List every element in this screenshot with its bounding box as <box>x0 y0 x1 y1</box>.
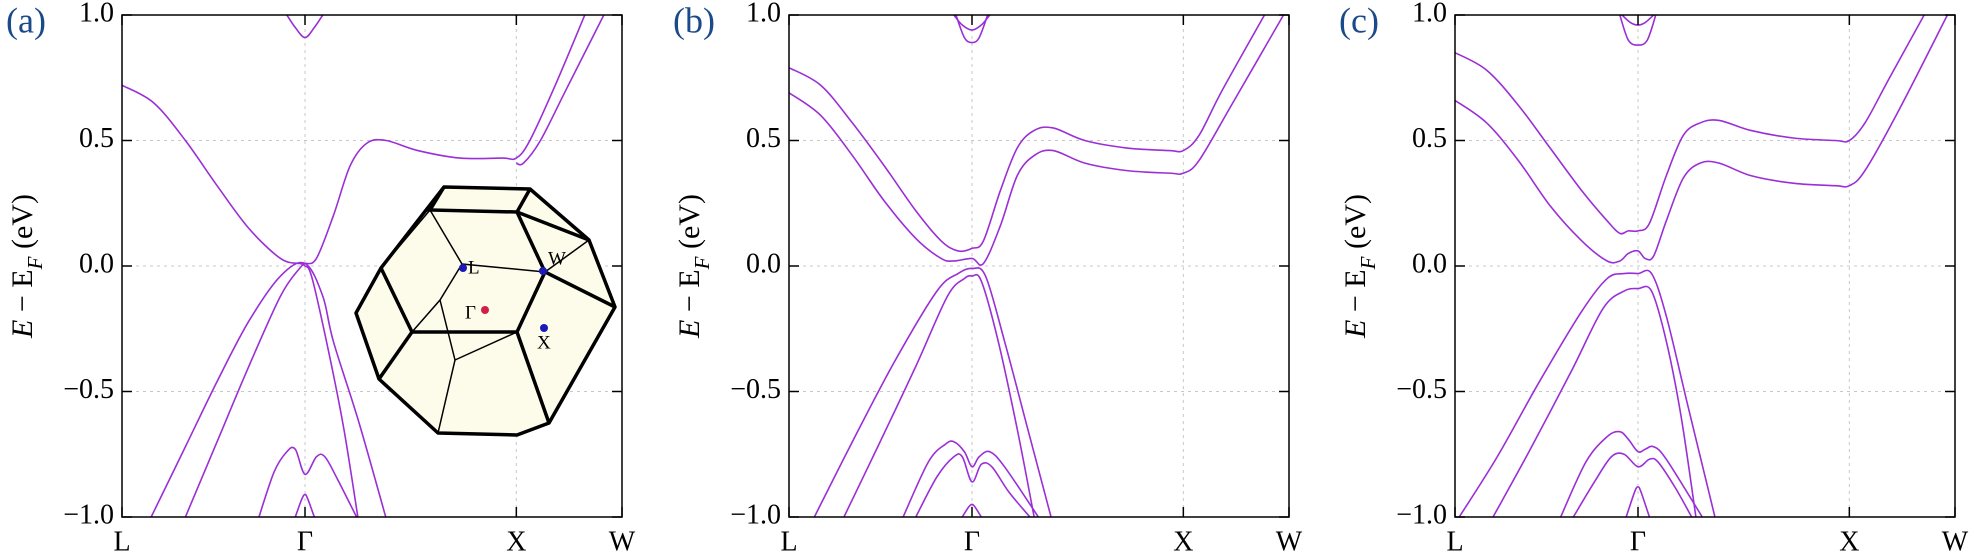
y-axis-label-part: E <box>1339 320 1372 339</box>
x-tick-label: W <box>1942 526 1969 557</box>
y-axis-label: E − EF (eV) <box>1339 194 1380 339</box>
band-line <box>915 453 1031 517</box>
y-tick-label: −0.5 <box>1396 374 1447 405</box>
band-line <box>1619 15 1657 46</box>
x-tick-label: X <box>1839 526 1859 557</box>
inset-label: X <box>537 332 551 353</box>
point-gamma <box>481 306 489 314</box>
band-line <box>789 15 1285 266</box>
y-tick-label: −0.5 <box>63 374 114 405</box>
inset-label: W <box>548 248 566 269</box>
x-tick-label: X <box>1173 526 1193 557</box>
band-line <box>1492 285 1697 517</box>
band-line <box>1572 452 1693 517</box>
edge <box>515 331 551 424</box>
y-tick-label: −1.0 <box>1396 499 1447 530</box>
x-tick-label: Γ <box>964 526 980 557</box>
band-line <box>258 446 358 517</box>
band-line <box>843 273 1035 517</box>
band-line <box>1559 430 1703 517</box>
brillouin-zone-inset: L W Γ X <box>354 185 617 437</box>
band-line <box>955 15 989 44</box>
x-tick-label: L <box>113 526 130 557</box>
y-axis-label: E − EF (eV) <box>673 194 714 339</box>
x-tick-label: W <box>1276 526 1303 557</box>
panel-title: (c) <box>1339 0 1379 40</box>
y-axis-label-part: (eV) <box>6 194 39 256</box>
y-tick-label: 0.0 <box>1412 248 1447 279</box>
y-tick-label: 0.5 <box>746 123 781 154</box>
x-tick-label: W <box>609 526 636 557</box>
point-x <box>540 324 548 332</box>
plot-frame <box>1454 14 1956 518</box>
y-axis-label-part: E <box>673 320 706 339</box>
band-line <box>1621 15 1655 26</box>
band-line <box>150 261 387 517</box>
point-l <box>459 264 467 272</box>
edge <box>377 330 414 381</box>
y-tick-label: 0.5 <box>1412 123 1447 154</box>
band-line <box>1455 15 1949 264</box>
y-axis-label: E − EF (eV) <box>6 194 47 339</box>
y-axis-label-part: F <box>1356 256 1380 270</box>
panel-title: (a) <box>6 0 46 40</box>
inset-label: Γ <box>465 302 476 323</box>
band-line <box>813 267 1052 517</box>
plot-frame <box>121 14 623 518</box>
band-line <box>953 15 991 31</box>
y-tick-label: 1.0 <box>79 0 114 28</box>
point-w <box>539 267 547 275</box>
band-line <box>294 493 316 517</box>
band-line <box>516 15 605 166</box>
edge <box>379 267 547 334</box>
y-axis-label-part: − E <box>6 269 39 319</box>
edge <box>454 331 518 361</box>
x-tick-label: L <box>1446 526 1463 557</box>
x-tick-label: X <box>506 526 526 557</box>
y-axis-label-part: (eV) <box>1339 194 1372 256</box>
edge <box>380 209 431 269</box>
x-tick-label: Γ <box>1630 526 1646 557</box>
x-tick-label: Γ <box>297 526 313 557</box>
plot-area <box>789 15 1285 517</box>
band-line <box>902 440 1040 517</box>
y-tick-label: 1.0 <box>746 0 781 28</box>
x-tick-label: L <box>780 526 797 557</box>
y-tick-label: 1.0 <box>1412 0 1447 28</box>
panel-title: (b) <box>673 0 715 40</box>
axes-layer: −1.0−0.50.00.51.0L Γ X W(a)E − EF (eV)−1.0−… <box>6 0 1969 557</box>
band-line <box>184 263 359 517</box>
y-tick-label: 0.0 <box>746 248 781 279</box>
band-line <box>1455 15 1925 235</box>
line-layer <box>122 15 1949 517</box>
band-line <box>286 15 324 39</box>
band-line <box>122 15 586 265</box>
y-axis-label-part: (eV) <box>673 194 706 256</box>
y-tick-label: 0.0 <box>79 248 114 279</box>
edge <box>544 239 590 273</box>
y-axis-label-part: F <box>690 256 714 270</box>
band-line <box>1625 486 1651 517</box>
plot-frame <box>788 14 1290 518</box>
band-line <box>789 15 1266 253</box>
y-axis-label-part: − E <box>1339 269 1372 319</box>
plot-area <box>122 15 605 517</box>
y-axis-label-part: E <box>6 320 39 339</box>
y-tick-label: −1.0 <box>730 499 781 530</box>
y-tick-label: −0.5 <box>730 374 781 405</box>
band-line <box>1458 269 1716 517</box>
edge <box>516 210 590 242</box>
y-tick-label: −1.0 <box>63 499 114 530</box>
y-axis-label-part: F <box>23 256 47 270</box>
y-axis-label-part: − E <box>673 269 706 319</box>
inset-label: L <box>468 257 480 278</box>
edge <box>426 186 532 214</box>
plot-area <box>1455 15 1949 517</box>
band-line <box>961 503 982 517</box>
y-tick-label: 0.5 <box>79 123 114 154</box>
